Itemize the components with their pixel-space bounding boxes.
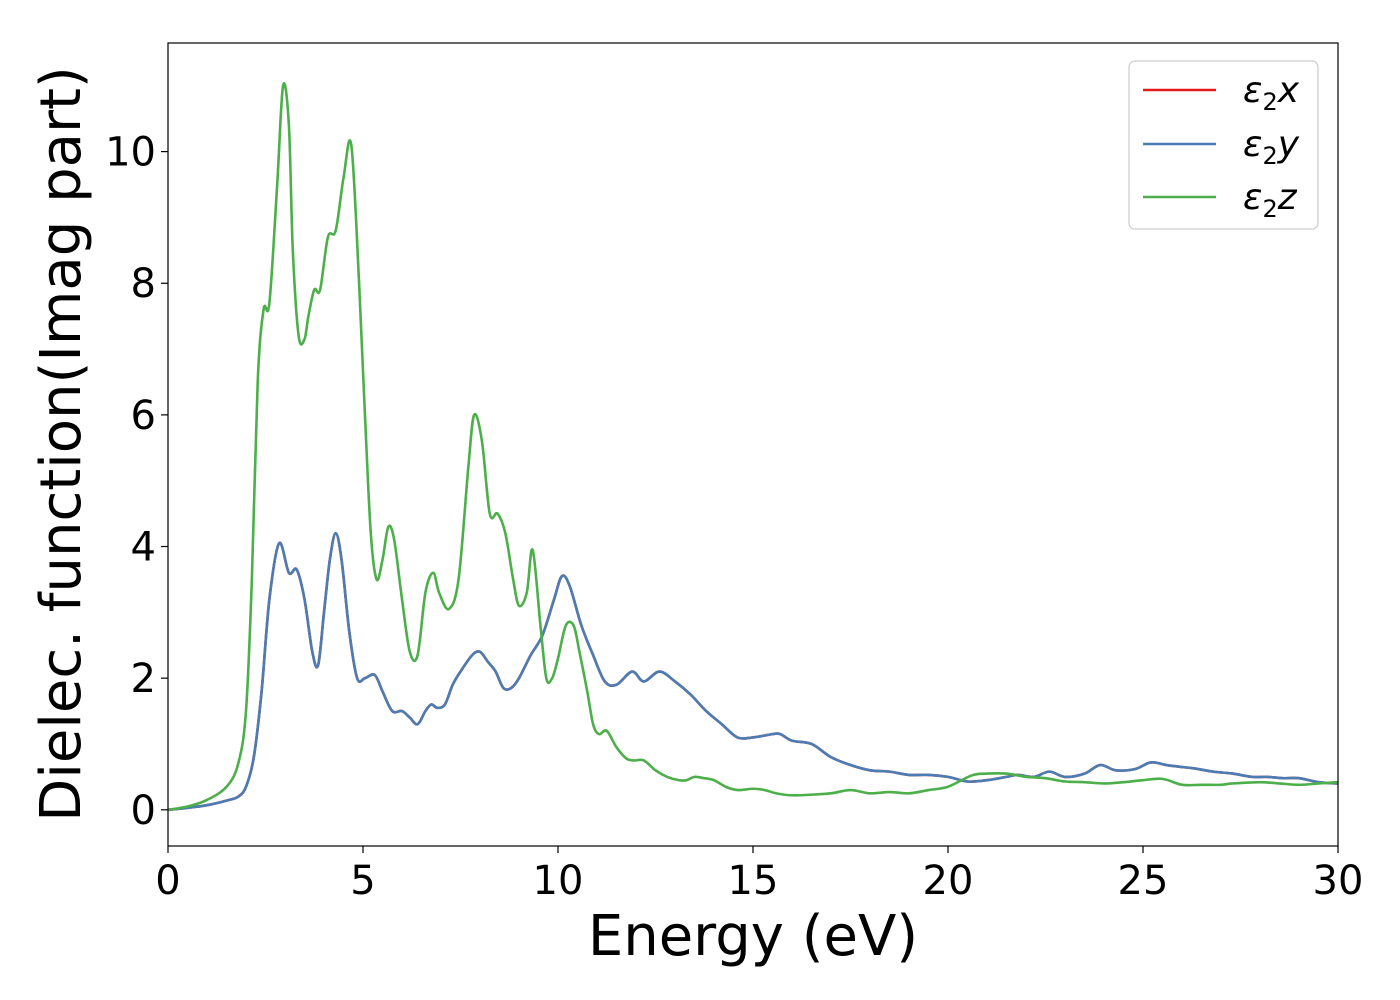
y-tick-label: 2	[131, 656, 156, 702]
legend-label-y: ε2y	[1243, 124, 1300, 170]
y-tick-label: 10	[105, 130, 156, 176]
x-tick-label: 20	[923, 858, 974, 904]
legend-box	[1128, 60, 1319, 230]
axis-ticks: 0 5 10 15 20 25 30 0 2 4 6 8 10	[105, 130, 1363, 904]
x-tick-label: 5	[350, 858, 375, 904]
x-tick-label: 15	[728, 858, 779, 904]
legend-label-x: ε2x	[1243, 70, 1300, 116]
y-tick-label: 8	[131, 261, 156, 307]
y-tick-label: 4	[131, 525, 156, 571]
x-axis-label: Energy (eV)	[588, 904, 918, 969]
y-tick-label: 6	[131, 393, 156, 439]
series-line-y	[168, 532, 1338, 812]
x-tick-label: 10	[533, 858, 584, 904]
series-lines	[168, 82, 1338, 812]
legend: ε2x ε2y ε2z	[1128, 60, 1319, 230]
x-tick-label: 0	[155, 858, 180, 904]
x-tick-label: 30	[1313, 858, 1364, 904]
y-axis-label: Dielec. function(Imag part)	[29, 66, 94, 822]
y-tick-label: 0	[131, 788, 156, 834]
legend-label-z: ε2z	[1243, 177, 1298, 223]
series-line-z	[168, 82, 1338, 812]
x-tick-label: 25	[1118, 858, 1169, 904]
